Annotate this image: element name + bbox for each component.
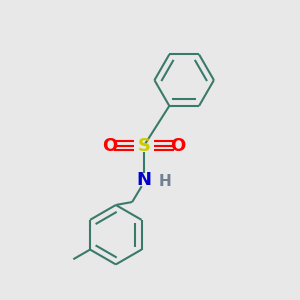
Text: O: O [171,136,186,154]
Text: O: O [102,136,118,154]
Text: N: N [136,171,152,189]
Text: S: S [138,136,151,154]
Text: H: H [158,174,171,189]
